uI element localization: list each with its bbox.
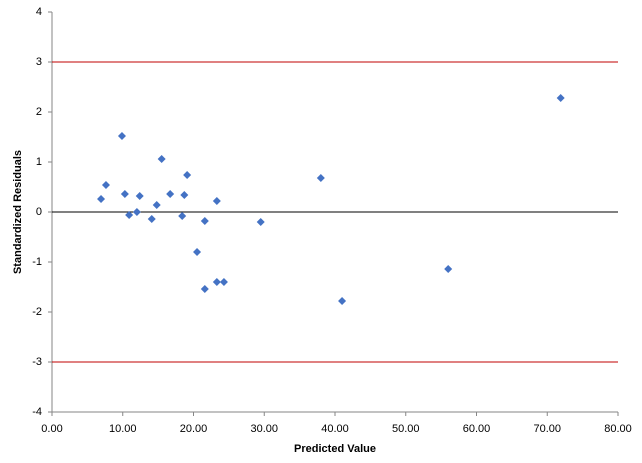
point [178, 212, 187, 220]
x-tick-label: 80.00 [604, 423, 632, 435]
x-tick-label: 40.00 [321, 423, 349, 435]
point [219, 278, 228, 286]
y-tick-label: 1 [36, 156, 42, 168]
point [183, 171, 192, 179]
x-tick-label: 30.00 [250, 423, 278, 435]
x-tick-label: 10.00 [109, 423, 137, 435]
point [166, 190, 175, 198]
y-tick-label: -3 [32, 356, 42, 368]
y-tick-label: 4 [36, 6, 42, 18]
point [125, 211, 134, 219]
point [256, 218, 265, 226]
x-tick-label: 50.00 [392, 423, 420, 435]
point [117, 132, 126, 140]
y-tick-label: 3 [36, 56, 42, 68]
x-axis-title: Predicted Value [294, 443, 376, 455]
point [444, 265, 453, 273]
point [120, 190, 129, 198]
point [200, 217, 209, 225]
point [200, 285, 209, 293]
point [97, 195, 106, 203]
y-tick-label: -2 [32, 306, 42, 318]
y-tick-label: -1 [32, 256, 42, 268]
point [212, 197, 221, 205]
y-axis-title: Standardized Residuals [12, 150, 24, 274]
y-tick-label: 0 [36, 206, 42, 218]
point [135, 192, 144, 200]
point [193, 248, 202, 256]
point [338, 297, 347, 305]
point [316, 174, 325, 182]
point [180, 191, 189, 199]
point [101, 181, 110, 189]
point [147, 215, 156, 223]
x-tick-label: 60.00 [463, 423, 491, 435]
point [152, 201, 161, 209]
x-tick-label: 0.00 [41, 423, 62, 435]
y-tick-label: 2 [36, 106, 42, 118]
x-tick-label: 70.00 [533, 423, 561, 435]
point [157, 155, 166, 163]
point [132, 208, 141, 216]
point [556, 94, 565, 102]
y-tick-label: -4 [32, 406, 42, 418]
point [212, 278, 221, 286]
x-tick-label: 20.00 [180, 423, 208, 435]
